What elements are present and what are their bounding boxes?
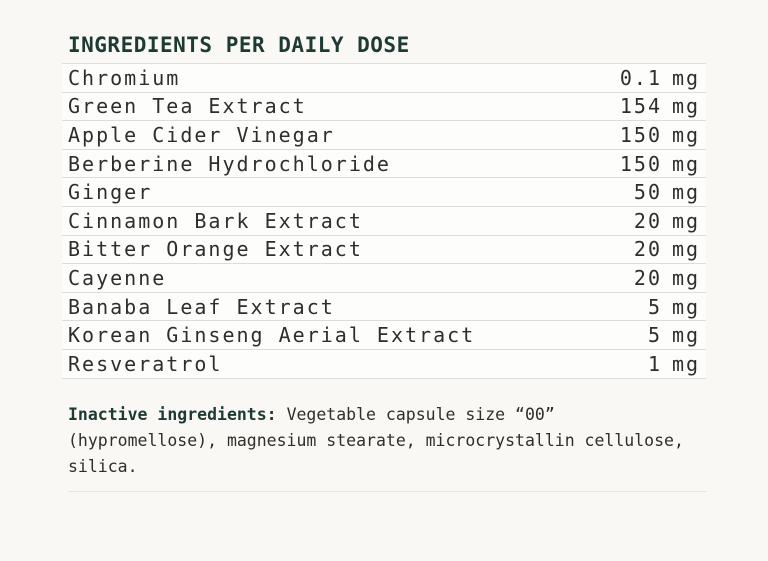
ingredient-row: Green Tea Extract 154 mg bbox=[62, 92, 706, 122]
ingredient-unit: mg bbox=[672, 94, 701, 119]
ingredient-row: Bitter Orange Extract 20 mg bbox=[62, 235, 706, 265]
ingredient-unit: mg bbox=[672, 122, 701, 147]
ingredients-table: Chromium 0.1 mg Green Tea Extract 154 mg… bbox=[62, 63, 706, 379]
ingredient-name: Bitter Orange Extract bbox=[68, 237, 363, 262]
ingredient-row: Banaba Leaf Extract 5 mg bbox=[62, 292, 706, 322]
ingredient-row: Apple Cider Vinegar 150 mg bbox=[62, 121, 706, 150]
inactive-ingredients-paragraph: Inactive ingredients: Vegetable capsule … bbox=[68, 402, 706, 480]
ingredient-amount: 154 bbox=[619, 94, 662, 119]
ingredient-row: Cayenne 20 mg bbox=[62, 264, 706, 293]
ingredient-amount: 50 bbox=[633, 180, 662, 205]
ingredient-amount: 20 bbox=[633, 208, 662, 233]
ingredient-amount: 1 bbox=[647, 351, 662, 376]
ingredient-unit: mg bbox=[672, 351, 701, 376]
ingredient-row: Chromium 0.1 mg bbox=[62, 64, 706, 93]
ingredient-unit: mg bbox=[672, 265, 701, 290]
section-title: INGREDIENTS PER DAILY DOSE bbox=[68, 33, 410, 57]
ingredient-name: Ginger bbox=[68, 180, 153, 205]
ingredient-unit: mg bbox=[672, 323, 701, 348]
ingredient-name: Resveratrol bbox=[68, 351, 223, 376]
bottom-divider bbox=[68, 490, 706, 492]
ingredient-amount: 0.1 bbox=[619, 65, 662, 90]
inactive-ingredients-label: Inactive ingredients: bbox=[68, 404, 277, 424]
ingredient-row: Berberine Hydrochloride 150 mg bbox=[62, 149, 706, 179]
ingredient-amount: 5 bbox=[647, 323, 662, 348]
ingredient-name: Korean Ginseng Aerial Extract bbox=[68, 323, 476, 348]
ingredient-name: Apple Cider Vinegar bbox=[68, 122, 335, 147]
ingredient-row: Resveratrol 1 mg bbox=[62, 349, 706, 379]
ingredient-unit: mg bbox=[672, 151, 701, 176]
ingredient-name: Berberine Hydrochloride bbox=[68, 151, 391, 176]
ingredient-unit: mg bbox=[672, 208, 701, 233]
ingredient-row: Korean Ginseng Aerial Extract 5 mg bbox=[62, 321, 706, 350]
ingredient-row: Ginger 50 mg bbox=[62, 178, 706, 207]
ingredient-name: Banaba Leaf Extract bbox=[68, 294, 335, 319]
ingredient-unit: mg bbox=[672, 180, 701, 205]
ingredient-amount: 150 bbox=[619, 151, 662, 176]
ingredient-amount: 150 bbox=[619, 122, 662, 147]
inactive-ingredients-text: Vegetable capsule size “00” (hypromellos… bbox=[68, 404, 684, 476]
ingredient-name: Cinnamon Bark Extract bbox=[68, 208, 363, 233]
ingredient-unit: mg bbox=[672, 294, 701, 319]
ingredients-section: INGREDIENTS PER DAILY DOSE Chromium 0.1 … bbox=[62, 0, 706, 492]
ingredient-name: Cayenne bbox=[68, 265, 167, 290]
ingredient-amount: 5 bbox=[647, 294, 662, 319]
ingredient-unit: mg bbox=[672, 237, 701, 262]
ingredient-row: Cinnamon Bark Extract 20 mg bbox=[62, 206, 706, 236]
ingredient-amount: 20 bbox=[633, 237, 662, 262]
ingredient-name: Chromium bbox=[68, 65, 181, 90]
ingredient-name: Green Tea Extract bbox=[68, 94, 307, 119]
ingredient-amount: 20 bbox=[633, 265, 662, 290]
ingredient-unit: mg bbox=[672, 65, 701, 90]
